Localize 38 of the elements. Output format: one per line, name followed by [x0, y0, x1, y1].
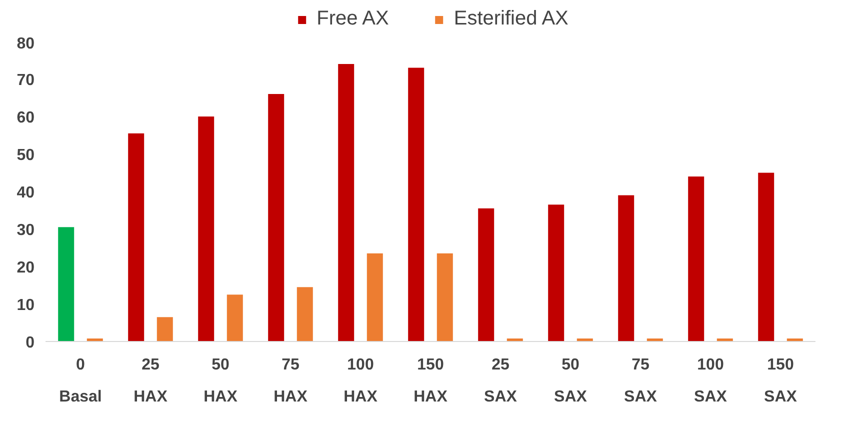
bar [338, 64, 354, 342]
y-tick-label: 60 [16, 110, 35, 126]
legend-label: Free AX [316, 8, 389, 30]
bar [618, 195, 634, 342]
bar [758, 172, 774, 342]
category-label: 100 HAX [344, 356, 378, 406]
category-label: 25 HAX [134, 356, 168, 406]
y-tick-label: 80 [16, 36, 35, 52]
y-tick-label: 10 [16, 297, 35, 314]
category-label: 75 HAX [274, 356, 308, 406]
bar [156, 317, 173, 342]
bar [478, 208, 494, 342]
y-tick-label: 20 [16, 260, 35, 276]
category-label: 100 SAX [694, 356, 727, 406]
bar [58, 227, 74, 342]
legend-label: Esterified AX [454, 8, 568, 30]
y-tick-label: 40 [16, 184, 35, 202]
y-tick-label: 0 [26, 334, 35, 352]
y-tick-label: 70 [16, 72, 35, 89]
category-label: 50 HAX [204, 356, 238, 406]
bar [268, 94, 284, 342]
bar [688, 176, 704, 342]
bar [408, 68, 424, 342]
bar [198, 116, 214, 342]
y-tick-label: 50 [16, 147, 35, 164]
category-label: 75 SAX [624, 356, 657, 406]
bar [226, 294, 243, 342]
bar [128, 133, 144, 342]
bar [436, 253, 453, 342]
bar [366, 253, 383, 342]
category-label: 150 HAX [414, 356, 448, 406]
y-tick-label: 30 [16, 222, 35, 239]
bar [296, 287, 313, 342]
category-label: 25 SAX [484, 356, 517, 406]
category-label: 150 SAX [764, 356, 797, 406]
category-label: 0 Basal [59, 356, 102, 406]
bar [548, 204, 564, 342]
category-label: 50 SAX [554, 356, 587, 406]
